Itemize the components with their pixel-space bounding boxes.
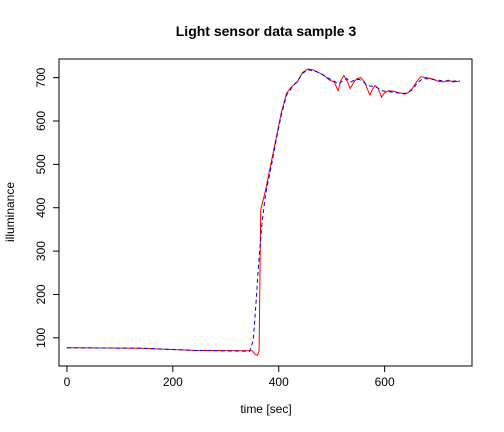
series-layer — [66, 68, 460, 356]
series-line-2 — [66, 69, 460, 352]
x-tick-label: 0 — [64, 375, 71, 389]
plot-frame — [58, 58, 473, 367]
y-tick-label: 100 — [34, 327, 48, 347]
chart-title: Light sensor data sample 3 — [176, 23, 357, 39]
x-axis-label: time [sec] — [240, 402, 291, 416]
series-line-1 — [66, 68, 460, 356]
y-tick-label: 300 — [34, 241, 48, 261]
x-tick-label: 400 — [269, 375, 289, 389]
y-axis: 100 200 300 400 500 600 700 — [34, 67, 59, 348]
y-tick-label: 500 — [34, 154, 48, 174]
y-tick-label: 700 — [34, 67, 48, 87]
y-tick-label: 600 — [34, 111, 48, 131]
y-tick-label: 400 — [34, 197, 48, 217]
y-axis-label: illuminance — [3, 182, 17, 242]
y-tick-label: 200 — [34, 284, 48, 304]
x-axis: 0 200 400 600 — [64, 366, 395, 389]
x-tick-label: 600 — [375, 375, 395, 389]
x-tick-label: 200 — [163, 375, 183, 389]
